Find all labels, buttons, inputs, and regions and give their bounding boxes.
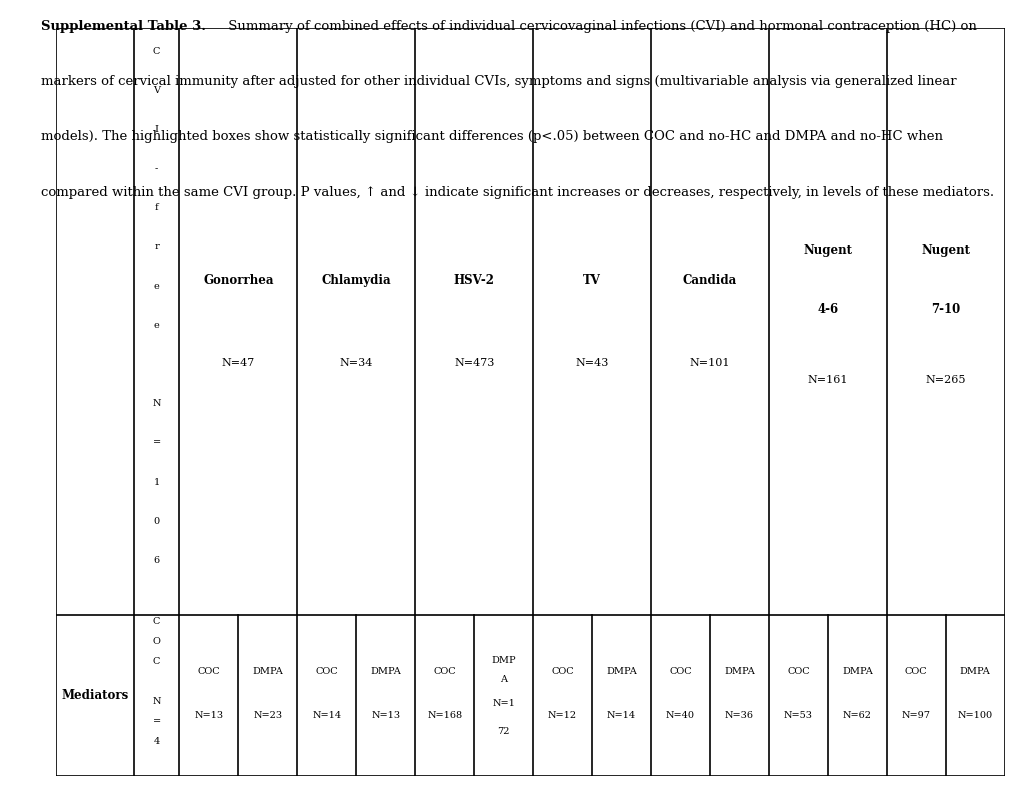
Text: 72: 72: [497, 727, 510, 736]
Text: compared within the same CVI group. P values, ↑ and ↓ indicate significant incre: compared within the same CVI group. P va…: [41, 186, 993, 199]
Text: 6: 6: [154, 556, 160, 565]
Text: N=101: N=101: [689, 358, 730, 367]
Text: N=43: N=43: [575, 358, 608, 367]
Text: N=14: N=14: [312, 711, 341, 719]
Text: Candida: Candida: [682, 273, 737, 287]
Text: N=168: N=168: [427, 711, 462, 719]
Text: I: I: [155, 125, 159, 134]
Text: N: N: [152, 400, 161, 408]
Text: N=40: N=40: [665, 711, 694, 719]
Text: N=36: N=36: [725, 711, 753, 719]
Text: DMPA: DMPA: [253, 667, 283, 676]
Text: r: r: [154, 243, 159, 251]
Text: N=62: N=62: [842, 711, 871, 719]
Text: -: -: [155, 164, 158, 173]
Text: 4-6: 4-6: [816, 303, 838, 316]
Text: N=34: N=34: [339, 358, 373, 367]
Text: e: e: [154, 281, 159, 291]
Text: 0: 0: [154, 517, 160, 526]
Text: C: C: [153, 46, 160, 56]
Text: N=97: N=97: [901, 711, 930, 719]
Text: 1: 1: [154, 478, 160, 486]
Text: DMPA: DMPA: [723, 667, 754, 676]
Text: DMP: DMP: [491, 656, 516, 665]
Text: COC: COC: [550, 667, 574, 676]
Text: A: A: [499, 675, 506, 684]
Text: Chlamydia: Chlamydia: [321, 273, 390, 287]
Text: N: N: [152, 697, 161, 706]
Text: TV: TV: [583, 273, 600, 287]
Text: N=100: N=100: [957, 711, 991, 719]
Text: N=1: N=1: [492, 699, 515, 708]
Text: COC: COC: [433, 667, 455, 676]
Text: N=12: N=12: [547, 711, 577, 719]
Text: COC: COC: [787, 667, 809, 676]
Text: N=473: N=473: [453, 358, 494, 367]
Text: N=53: N=53: [784, 711, 812, 719]
Text: N=23: N=23: [253, 711, 282, 719]
Text: COC: COC: [198, 667, 220, 676]
Text: models). The highlighted boxes show statistically significant differences (p<.05: models). The highlighted boxes show stat…: [41, 131, 942, 143]
Text: COC: COC: [904, 667, 926, 676]
Text: O: O: [153, 637, 160, 646]
Text: COC: COC: [315, 667, 337, 676]
Text: DMPA: DMPA: [959, 667, 989, 676]
Text: N=265: N=265: [924, 375, 965, 385]
Text: N=47: N=47: [221, 358, 255, 367]
Text: V: V: [153, 86, 160, 95]
Text: =: =: [153, 717, 161, 727]
Text: C: C: [153, 657, 160, 666]
Text: DMPA: DMPA: [605, 667, 636, 676]
Text: COC: COC: [668, 667, 691, 676]
Text: e: e: [154, 321, 159, 330]
Text: HSV-2: HSV-2: [453, 273, 494, 287]
Text: DMPA: DMPA: [370, 667, 400, 676]
Text: f: f: [155, 203, 158, 212]
Text: markers of cervical immunity after adjusted for other individual CVIs, symptoms : markers of cervical immunity after adjus…: [41, 76, 956, 88]
Text: Supplemental Table 3.: Supplemental Table 3.: [41, 20, 206, 33]
Text: Mediators: Mediators: [61, 690, 128, 702]
Text: C: C: [153, 617, 160, 626]
Text: =: =: [153, 438, 161, 448]
Text: N=13: N=13: [195, 711, 223, 719]
Text: Nugent: Nugent: [803, 244, 852, 258]
Text: 7-10: 7-10: [930, 303, 960, 316]
Text: Nugent: Nugent: [920, 244, 969, 258]
Text: Summary of combined effects of individual cervicovaginal infections (CVI) and ho: Summary of combined effects of individua…: [224, 20, 976, 33]
Text: 4: 4: [154, 738, 160, 746]
Text: N=13: N=13: [371, 711, 399, 719]
Text: Gonorrhea: Gonorrhea: [203, 273, 273, 287]
Text: N=14: N=14: [606, 711, 636, 719]
Text: DMPA: DMPA: [841, 667, 872, 676]
Text: N=161: N=161: [807, 375, 847, 385]
